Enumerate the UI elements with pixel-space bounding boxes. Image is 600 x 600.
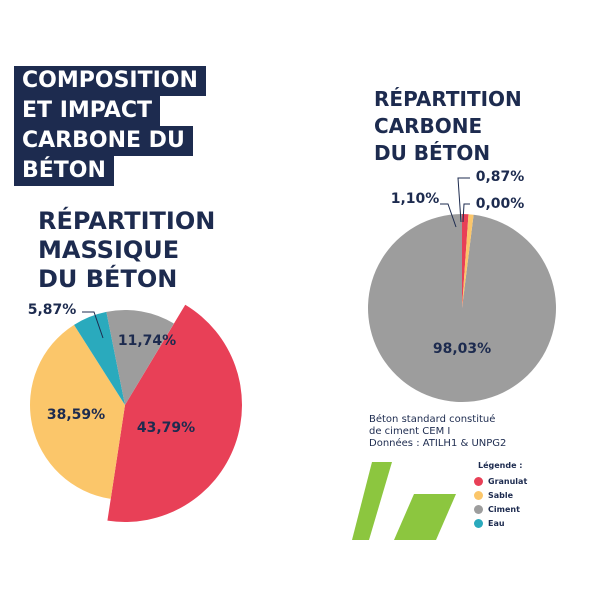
leader-eau <box>82 311 104 339</box>
note-line: de ciment CEM I <box>369 426 451 437</box>
label-ciment: 98,03% <box>433 341 491 357</box>
main-title-line: CARBONE DU <box>14 126 193 156</box>
slice-eau <box>74 311 125 405</box>
label-granulat: 1,10% <box>391 191 440 207</box>
main-title-line: ET IMPACT <box>14 96 161 126</box>
legend-item-sable: Sable <box>474 488 527 502</box>
legend-swatch <box>474 490 483 500</box>
legend-swatch <box>474 518 483 528</box>
note-line: Béton standard constitué <box>369 414 496 425</box>
legend-label: Ciment <box>488 504 520 514</box>
legend-label: Granulat <box>488 476 528 486</box>
label-ciment: 11,74% <box>118 333 176 349</box>
slice-sable <box>29 324 125 499</box>
main-title: COMPOSITION ET IMPACT CARBONE DU BÉTON <box>14 66 206 186</box>
legend-label: Eau <box>488 518 505 528</box>
legend-label: Sable <box>488 490 514 500</box>
slice-granulat <box>107 304 243 522</box>
carbone-chart-title: RÉPARTITION CARBONE DU BÉTON <box>374 87 522 165</box>
source-note: Béton standard constitué de ciment CEM I… <box>369 414 506 450</box>
label-sable: 0,87% <box>476 169 525 185</box>
leader-sable <box>457 177 470 223</box>
main-title-line: BÉTON <box>14 156 114 186</box>
legend-item-granulat: Granulat <box>474 474 527 488</box>
legend-item-ciment: Ciment <box>474 502 527 516</box>
legend-swatch <box>474 504 483 514</box>
slice-granulat <box>462 214 469 308</box>
label-sable: 38,59% <box>47 407 105 423</box>
massique-chart-title: RÉPARTITION MASSIQUE DU BÉTON <box>38 207 216 293</box>
leader-granulat <box>440 203 457 228</box>
label-eau: 0,00% <box>476 196 525 212</box>
slice-ciment <box>106 310 174 405</box>
label-granulat: 43,79% <box>137 420 195 436</box>
legend-title: Légende : <box>478 461 523 470</box>
legend: Légende : Granulat Sable Ciment Eau <box>474 461 527 530</box>
note-line: Données : ATILH1 & UNPG2 <box>369 438 507 449</box>
slice-ciment <box>367 214 556 402</box>
label-eau: 5,87% <box>28 302 77 318</box>
slice-sable <box>462 214 474 308</box>
leader-eau <box>462 203 470 223</box>
main-title-line: COMPOSITION <box>14 66 206 96</box>
legend-swatch <box>474 476 483 486</box>
legend-item-eau: Eau <box>474 516 527 530</box>
